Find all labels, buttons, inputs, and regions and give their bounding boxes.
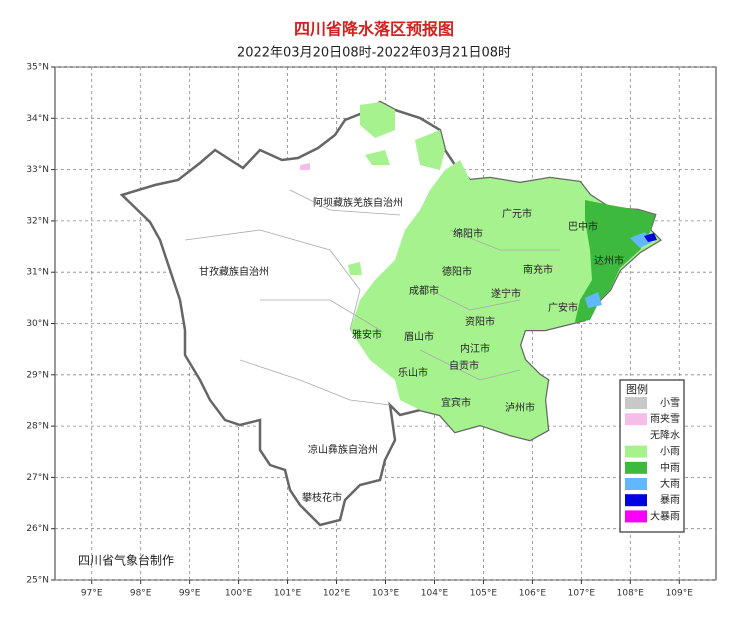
legend-label: 大暴雨 — [650, 509, 680, 522]
place-label: 甘孜藏族自治州 — [199, 265, 269, 278]
legend-swatch — [625, 494, 647, 507]
place-label: 自贡市 — [449, 359, 479, 372]
y-tick-label: 31°N — [26, 268, 49, 278]
y-tick-label: 34°N — [26, 114, 49, 124]
place-label: 达州市 — [594, 254, 624, 267]
x-tick-label: 98°E — [130, 589, 152, 599]
legend-swatch — [625, 478, 647, 490]
place-label: 德阳市 — [442, 265, 472, 278]
place-label: 眉山市 — [404, 330, 434, 343]
heavy-rain-area — [585, 232, 652, 308]
legend-swatch — [625, 445, 647, 458]
province — [119, 100, 663, 527]
place-label: 南充市 — [523, 263, 553, 276]
light-rain-area — [350, 160, 660, 440]
x-tick-label: 107°E — [568, 589, 596, 599]
place-label: 宜宾市 — [441, 396, 471, 409]
light-rain-area — [348, 102, 445, 275]
x-tick-label: 103°E — [372, 589, 400, 599]
place-label: 遂宁市 — [491, 287, 521, 300]
title: 四川省降水落区预报图 — [294, 20, 454, 39]
x-tick-label: 108°E — [617, 589, 645, 599]
place-label: 攀枝花市 — [302, 491, 342, 504]
y-tick-label: 26°N — [26, 524, 49, 534]
x-tick-label: 104°E — [421, 589, 449, 599]
place-label: 雅安市 — [352, 328, 382, 341]
y-tick-label: 28°N — [26, 422, 49, 432]
place-label: 广安市 — [548, 301, 578, 314]
sleet-area — [300, 163, 310, 170]
place-label: 成都市 — [409, 284, 439, 297]
place-label: 乐山市 — [398, 366, 428, 379]
place-labels: 阿坝藏族羌族自治州 甘孜藏族自治州 广元市 巴中市 绵阳市 达州市 德阳市 南充… — [199, 196, 624, 504]
place-label: 泸州市 — [505, 401, 535, 414]
y-tick-label: 25°N — [26, 576, 49, 586]
place-label: 凉山彝族自治州 — [308, 443, 378, 456]
legend-label: 小雨 — [660, 446, 680, 458]
y-tick-label: 32°N — [26, 216, 49, 226]
x-tick-label: 109°E — [666, 589, 694, 599]
x-tick-label: 99°E — [179, 589, 201, 599]
place-label: 阿坝藏族羌族自治州 — [313, 196, 403, 209]
x-tick-label: 97°E — [81, 589, 103, 599]
y-tick-label: 35°N — [26, 63, 49, 73]
place-label: 内江市 — [460, 342, 490, 355]
place-label: 资阳市 — [465, 315, 495, 328]
legend-swatch — [625, 429, 647, 442]
legend-label: 暴雨 — [660, 494, 680, 506]
legend-title: 图例 — [626, 382, 648, 396]
x-tick-label: 101°E — [274, 589, 302, 599]
place-label: 巴中市 — [568, 220, 598, 233]
legend-swatch — [625, 397, 647, 409]
subtitle: 2022年03月20日08时-2022年03月21日08时 — [237, 46, 511, 61]
legend-swatch — [625, 510, 647, 523]
x-tick-label: 100°E — [225, 589, 253, 599]
rainstorm-area — [644, 233, 657, 242]
x-tick-label: 106°E — [519, 589, 547, 599]
place-label: 绵阳市 — [453, 227, 483, 240]
y-tick-label: 27°N — [26, 473, 49, 483]
y-tick-label: 29°N — [26, 370, 49, 380]
legend-label: 无降水 — [650, 428, 680, 441]
credit: 四川省气象台制作 — [78, 553, 174, 568]
legend-label: 小雪 — [660, 397, 680, 409]
legend-swatch — [625, 413, 647, 426]
x-tick-label: 105°E — [470, 589, 498, 599]
legend-label: 雨夹雪 — [650, 412, 680, 425]
legend-swatch — [625, 461, 647, 474]
x-tick-label: 102°E — [323, 589, 351, 599]
legend-label: 中雨 — [660, 461, 680, 474]
y-tick-label: 33°N — [26, 165, 49, 175]
county-borders — [184, 189, 560, 406]
y-tick-label: 30°N — [26, 319, 49, 329]
place-label: 广元市 — [502, 207, 532, 220]
moderate-rain-area — [575, 200, 655, 322]
legend-label: 大雨 — [660, 477, 680, 490]
